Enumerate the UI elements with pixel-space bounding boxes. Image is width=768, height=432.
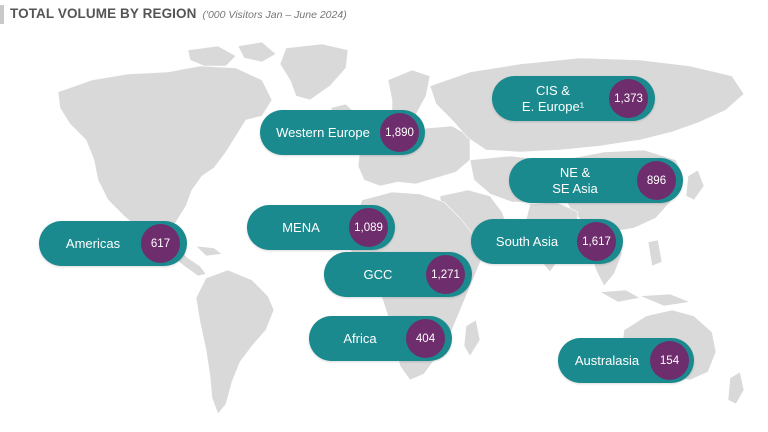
region-pill-south-asia[interactable]: South Asia 1,617 bbox=[471, 219, 623, 264]
region-label-western-europe: Western Europe bbox=[276, 124, 370, 140]
region-value-australasia: 154 bbox=[650, 341, 689, 380]
region-pill-americas[interactable]: Americas 617 bbox=[39, 221, 187, 266]
region-label-mena: MENA bbox=[282, 219, 320, 235]
region-value-africa: 404 bbox=[406, 319, 445, 358]
page-title: TOTAL VOLUME BY REGION bbox=[10, 6, 197, 21]
region-label-americas: Americas bbox=[65, 235, 121, 251]
region-pill-australasia[interactable]: Australasia 154 bbox=[558, 338, 694, 383]
north-america-landmass bbox=[57, 65, 273, 241]
japan-landmass bbox=[685, 169, 705, 201]
indonesia-landmass bbox=[599, 289, 641, 303]
region-value-ne-se-asia: 896 bbox=[637, 161, 676, 200]
region-label-south-asia: South Asia bbox=[495, 233, 559, 249]
greenland-landmass bbox=[279, 43, 349, 101]
region-value-western-europe: 1,890 bbox=[380, 113, 419, 152]
region-pill-africa[interactable]: Africa 404 bbox=[309, 316, 452, 361]
new-zealand-landmass bbox=[727, 371, 745, 405]
caribbean-landmass bbox=[195, 245, 223, 257]
region-pill-cis-e-europe[interactable]: CIS & E. Europe¹ 1,373 bbox=[492, 76, 655, 121]
region-value-south-asia: 1,617 bbox=[577, 222, 616, 261]
region-label-australasia: Australasia bbox=[574, 352, 640, 368]
chart-header: TOTAL VOLUME BY REGION ('000 Visitors Ja… bbox=[10, 6, 347, 26]
page-subtitle: ('000 Visitors Jan – June 2024) bbox=[202, 9, 347, 21]
south-america-landmass bbox=[195, 269, 275, 415]
region-value-cis-e-europe: 1,373 bbox=[609, 79, 648, 118]
philippines-landmass bbox=[647, 239, 663, 267]
title-accent-bar bbox=[0, 5, 4, 24]
arctic-islands-landmass bbox=[187, 45, 237, 67]
indonesia-landmass-2 bbox=[639, 293, 691, 307]
region-value-americas: 617 bbox=[141, 224, 180, 263]
region-label-africa: Africa bbox=[343, 330, 377, 346]
region-label-ne-se-asia: NE & SE Asia bbox=[552, 164, 598, 196]
region-value-gcc: 1,271 bbox=[426, 255, 465, 294]
madagascar-landmass bbox=[463, 319, 481, 357]
region-label-gcc: GCC bbox=[363, 266, 393, 282]
region-pill-ne-se-asia[interactable]: NE & SE Asia 896 bbox=[509, 158, 683, 203]
region-pill-mena[interactable]: MENA 1,089 bbox=[247, 205, 395, 250]
region-value-mena: 1,089 bbox=[349, 208, 388, 247]
arctic-islands-landmass-2 bbox=[237, 41, 277, 63]
region-label-cis-e-europe: CIS & E. Europe¹ bbox=[521, 82, 585, 114]
region-pill-western-europe[interactable]: Western Europe 1,890 bbox=[260, 110, 425, 155]
region-pill-gcc[interactable]: GCC 1,271 bbox=[324, 252, 472, 297]
